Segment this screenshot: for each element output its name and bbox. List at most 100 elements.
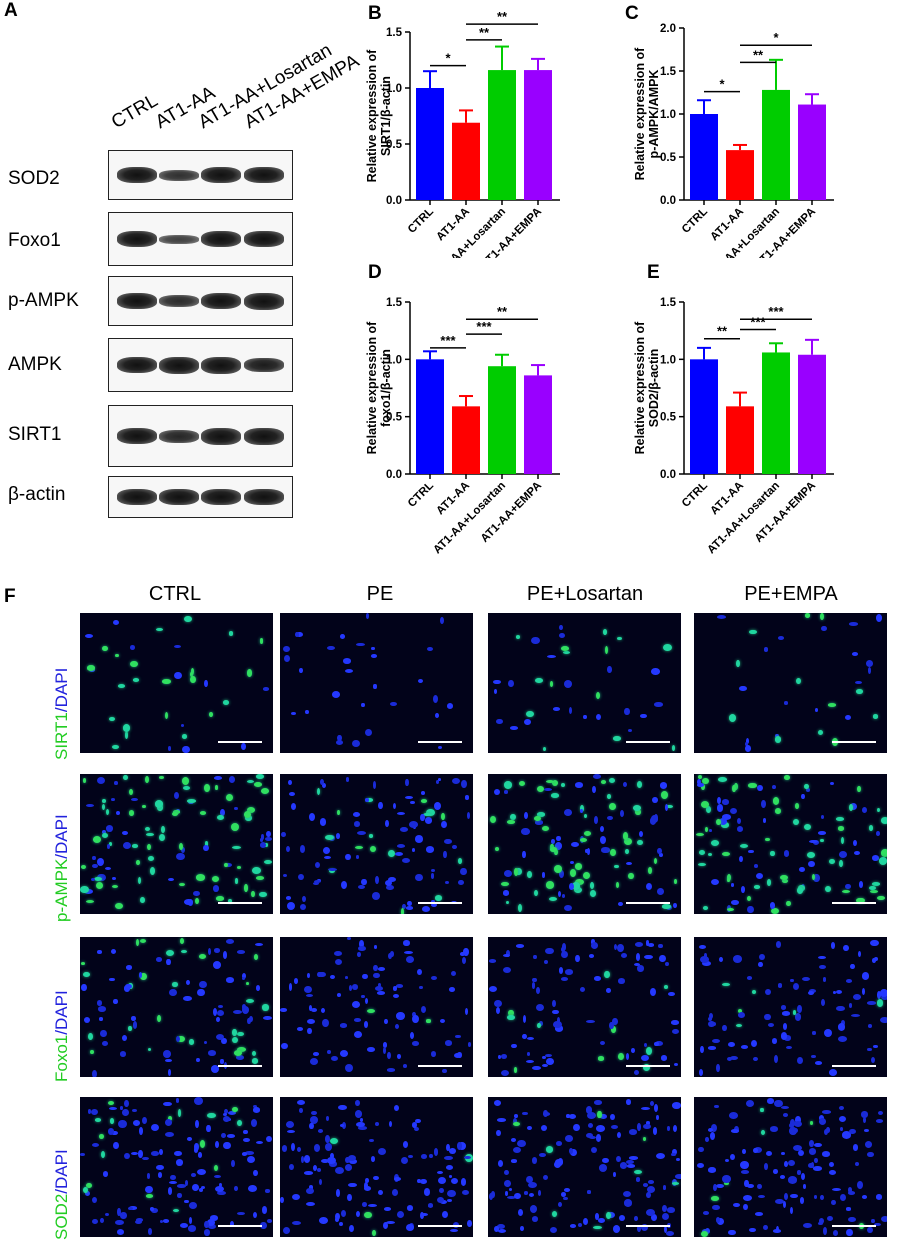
cell-nucleus (563, 809, 572, 816)
cell-nucleus (165, 1118, 173, 1126)
cell-nucleus (554, 865, 562, 873)
cell-nucleus (393, 986, 398, 991)
cell-nucleus (788, 1176, 797, 1184)
cell-nucleus (635, 1177, 641, 1182)
cell-nucleus (820, 998, 826, 1007)
cell-nucleus (243, 810, 251, 818)
cell-nucleus (708, 1012, 714, 1020)
cell-nucleus (606, 1211, 612, 1219)
cell-nucleus (364, 1185, 372, 1191)
cell-nucleus (364, 728, 373, 737)
cell-nucleus (340, 880, 347, 889)
scale-bar (832, 902, 876, 904)
panel-letter-e: E (647, 262, 660, 283)
cell-nucleus (377, 967, 386, 972)
cell-nucleus (740, 1161, 749, 1169)
row-label-separator: / (52, 1188, 71, 1194)
cell-nucleus (819, 964, 827, 970)
cell-nucleus (318, 971, 326, 978)
scale-bar (832, 1225, 876, 1227)
cell-nucleus (617, 1132, 622, 1139)
cell-nucleus (377, 801, 383, 809)
cell-nucleus (181, 734, 188, 740)
cell-nucleus (496, 1224, 505, 1230)
cell-nucleus (396, 1210, 405, 1219)
cell-nucleus (411, 847, 416, 853)
cell-nucleus (222, 951, 227, 959)
panel-letter-c: C (625, 3, 639, 24)
cell-nucleus (835, 989, 843, 994)
cell-nucleus (651, 668, 660, 675)
cell-nucleus (445, 1164, 454, 1170)
y-tick-label: 1.5 (660, 297, 677, 309)
cell-nucleus (613, 1171, 617, 1178)
cell-nucleus (462, 1189, 469, 1195)
cell-nucleus (779, 1175, 785, 1179)
cell-nucleus (698, 1069, 704, 1077)
cell-nucleus (569, 1114, 577, 1120)
cell-nucleus (513, 1147, 521, 1154)
cell-nucleus (729, 807, 737, 814)
cell-nucleus (197, 1169, 207, 1176)
cell-nucleus (80, 1153, 85, 1157)
cell-nucleus (633, 962, 641, 966)
cell-nucleus (526, 1036, 535, 1041)
cell-nucleus (781, 1011, 791, 1016)
cell-nucleus (850, 1013, 860, 1017)
cell-nucleus (352, 812, 360, 818)
cell-nucleus (166, 949, 175, 956)
cell-nucleus (92, 1218, 99, 1224)
cell-nucleus (777, 636, 785, 641)
cell-nucleus (136, 938, 140, 947)
cell-nucleus (782, 1022, 788, 1030)
cell-nucleus (570, 860, 575, 864)
bar (762, 352, 790, 474)
cell-nucleus (724, 1158, 729, 1163)
panel-letter-d: D (368, 262, 382, 283)
cell-nucleus (507, 1015, 515, 1021)
blot-band (201, 293, 241, 309)
cell-nucleus (401, 857, 410, 863)
cell-nucleus (158, 834, 165, 842)
cell-nucleus (772, 1169, 778, 1174)
cell-nucleus (550, 793, 559, 798)
cell-nucleus (877, 895, 885, 901)
cell-nucleus (558, 890, 562, 897)
cell-nucleus (321, 783, 326, 789)
cell-nucleus (308, 1185, 314, 1190)
cell-nucleus (501, 1070, 510, 1077)
cell-nucleus (586, 847, 591, 856)
cell-nucleus (527, 1125, 533, 1130)
cell-nucleus (112, 745, 120, 750)
cell-nucleus (241, 742, 246, 750)
cell-nucleus (252, 867, 261, 874)
cell-nucleus (829, 1069, 837, 1076)
scale-bar (218, 741, 262, 743)
cell-nucleus (223, 1112, 228, 1116)
cell-nucleus (662, 643, 672, 651)
row-label-marker: Foxo1 (52, 1034, 71, 1082)
cell-nucleus (388, 953, 392, 960)
cell-nucleus (245, 998, 254, 1003)
cell-nucleus (504, 1180, 512, 1187)
cell-nucleus (559, 625, 564, 631)
cell-nucleus (773, 797, 780, 805)
cell-nucleus (101, 645, 108, 652)
bar-chart-p-ampk: Relative expression of p-AMPK/AMPK0.00.51… (633, 23, 834, 258)
cell-nucleus (624, 1199, 632, 1207)
cell-nucleus (119, 1105, 124, 1110)
cell-nucleus (373, 684, 377, 689)
cell-nucleus (782, 1112, 788, 1117)
cell-nucleus (879, 989, 887, 997)
scale-bar (418, 902, 462, 904)
cell-nucleus (291, 712, 297, 716)
cell-nucleus (698, 849, 705, 856)
cell-nucleus (345, 1156, 350, 1164)
cell-nucleus (259, 1221, 267, 1230)
fluorescence-image (488, 774, 681, 914)
cell-nucleus (560, 783, 565, 787)
blot-band (117, 231, 157, 247)
cell-nucleus (870, 1056, 875, 1063)
cell-nucleus (175, 1159, 183, 1167)
cell-nucleus (747, 905, 754, 913)
